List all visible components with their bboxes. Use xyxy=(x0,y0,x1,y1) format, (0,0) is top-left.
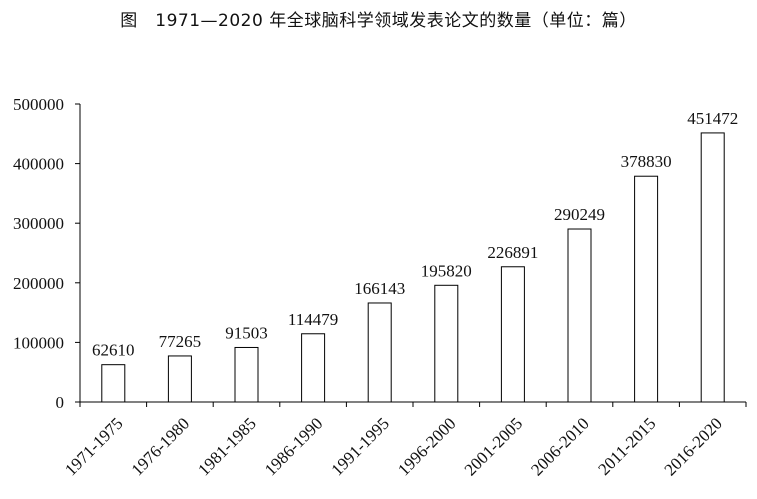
y-tick-label: 500000 xyxy=(13,95,64,114)
bar xyxy=(167,355,192,403)
x-category-label: 1991-1995 xyxy=(327,414,393,480)
chart-axes: 0 100000 200000 300000 400000 500000 xyxy=(13,95,747,412)
x-category-label: 1996-2000 xyxy=(394,414,460,480)
x-category-label: 2006-2010 xyxy=(527,414,593,480)
bar xyxy=(434,284,459,403)
chart-title: 图 1971—2020 年全球脑科学领域发表论文的数量（单位：篇） xyxy=(120,11,637,31)
data-label: 378830 xyxy=(621,152,672,171)
y-tick-label: 400000 xyxy=(13,155,64,174)
y-tick-label: 300000 xyxy=(13,214,64,233)
data-label: 77265 xyxy=(159,332,202,351)
data-label: 62610 xyxy=(92,341,135,360)
data-label: 226891 xyxy=(487,243,538,262)
bar xyxy=(567,228,592,403)
x-category-label: 2001-2005 xyxy=(461,414,527,480)
bar xyxy=(234,346,259,403)
bar xyxy=(367,302,392,403)
x-category-label: 2016-2020 xyxy=(660,414,726,480)
data-label: 195820 xyxy=(421,261,472,280)
y-tick-label: 200000 xyxy=(13,274,64,293)
x-category-label: 2011-2015 xyxy=(594,414,659,479)
data-label: 166143 xyxy=(354,279,405,298)
data-label: 290249 xyxy=(554,205,605,224)
bar xyxy=(101,364,126,403)
bar xyxy=(301,333,326,403)
data-label: 91503 xyxy=(225,323,268,342)
x-category-label: 1981-1985 xyxy=(194,414,260,480)
y-tick-label: 100000 xyxy=(13,333,64,352)
data-label: 451472 xyxy=(687,109,738,128)
x-category-label: 1976-1980 xyxy=(128,414,194,480)
y-tick-label: 0 xyxy=(56,393,65,412)
bar xyxy=(500,266,525,403)
x-category-label: 1971-1975 xyxy=(61,414,127,480)
data-label: 114479 xyxy=(288,310,338,329)
bar xyxy=(634,175,659,403)
x-category-label: 1986-1990 xyxy=(261,414,327,480)
bar xyxy=(700,132,725,403)
chart-bars xyxy=(101,132,725,403)
